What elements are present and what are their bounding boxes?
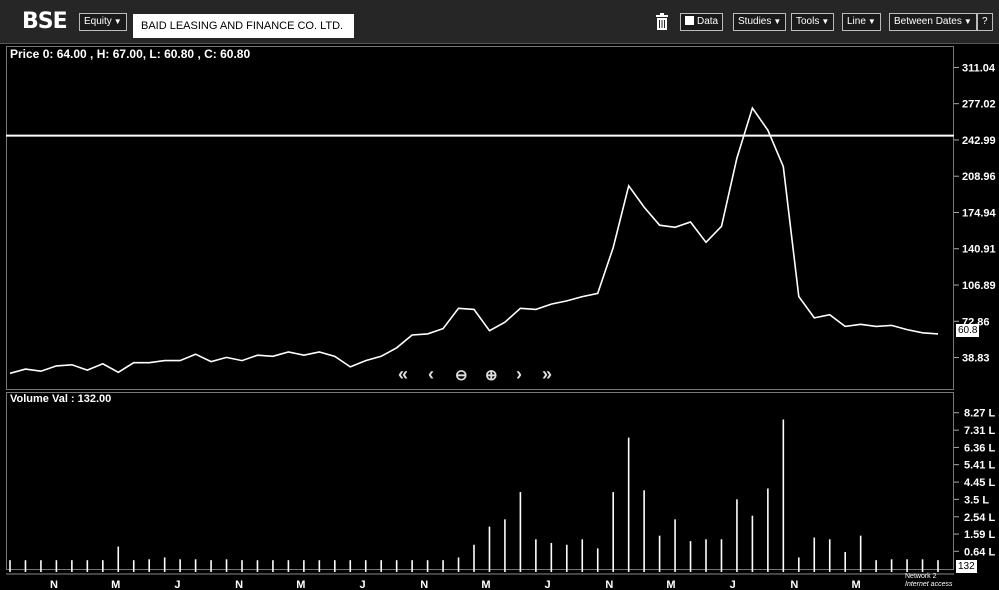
month-label: M [666, 579, 675, 590]
last-page-icon[interactable]: » [542, 364, 553, 384]
checkbox-icon [685, 16, 694, 25]
price-tick-label: 242.99 [962, 135, 996, 147]
line-dropdown[interactable]: Line ▼ [842, 13, 881, 31]
last-volume-tag: 132 [956, 560, 977, 573]
price-line [9, 106, 939, 375]
next-icon[interactable]: › [516, 364, 522, 384]
volume-tick-label: 5.41 L [964, 460, 995, 472]
volume-tick-label: 6.36 L [964, 442, 995, 454]
volume-chart-panel[interactable] [6, 392, 954, 570]
first-page-icon[interactable]: « [398, 364, 409, 384]
volume-tick-label: 8.27 L [964, 408, 995, 420]
price-tick-label: 208.96 [962, 171, 996, 183]
chevron-down-icon: ▼ [821, 17, 830, 26]
tools-dropdown[interactable]: Tools ▼ [791, 13, 835, 31]
network-line-1: Network 2 [905, 573, 937, 580]
toolbar: BSE Equity ▼ BAID LEASING AND FINANCE CO.… [0, 0, 999, 44]
bse-logo: BSE [22, 9, 68, 34]
volume-info: Volume Val : 132.00 [10, 393, 112, 405]
between-dates-dropdown[interactable]: Between Dates ▼ [889, 13, 977, 31]
studies-label: Studies [738, 16, 772, 27]
network-line-2: Internet access [905, 581, 953, 588]
company-field[interactable]: BAID LEASING AND FINANCE CO. LTD. [133, 14, 354, 38]
segment-label: Equity [84, 16, 112, 27]
last-price-tag: 60.8 [956, 324, 980, 337]
price-tick-label: 38.83 [962, 353, 990, 365]
help-button[interactable]: ? [977, 13, 993, 31]
chevron-down-icon: ▼ [963, 17, 972, 26]
month-label: M [111, 579, 120, 590]
price-tick-label: 174.94 [962, 207, 997, 219]
volume-tick-label: 3.5 L [964, 494, 989, 506]
month-label: N [235, 579, 243, 590]
volume-tick-label: 1.59 L [964, 529, 995, 541]
segment-dropdown[interactable]: Equity ▼ [79, 13, 127, 31]
price-tick-label: 277.02 [962, 99, 996, 111]
studies-dropdown[interactable]: Studies ▼ [733, 13, 787, 31]
month-label: N [420, 579, 428, 590]
month-label: J [174, 579, 180, 590]
previous-icon[interactable]: ‹ [428, 364, 434, 384]
tools-label: Tools [796, 16, 820, 27]
month-label: N [790, 579, 798, 590]
chevron-down-icon: ▼ [867, 17, 876, 26]
data-toggle[interactable]: Data [680, 13, 724, 31]
chevron-down-icon: ▼ [113, 17, 122, 26]
volume-tick-label: 4.45 L [964, 477, 995, 489]
month-label: J [359, 579, 365, 590]
zoom-in-icon[interactable]: ⊕ [485, 367, 498, 384]
data-label: Data [697, 16, 719, 27]
month-label: J [730, 579, 736, 590]
volume-tick-label: 0.64 L [964, 546, 995, 558]
network-note: Network 2 Internet access [905, 573, 952, 589]
price-chart-panel[interactable] [6, 46, 954, 390]
month-label: N [605, 579, 613, 590]
month-label: M [852, 579, 861, 590]
price-tick-label: 311.04 [962, 62, 996, 74]
month-label: J [545, 579, 551, 590]
month-label: N [50, 579, 58, 590]
chevron-down-icon: ▼ [773, 17, 782, 26]
month-label: M [481, 579, 490, 590]
price-info: Price 0: 64.00 , H: 67.00, L: 60.80 , C:… [10, 47, 251, 61]
volume-tick-label: 2.54 L [964, 512, 995, 524]
zoom-out-icon[interactable]: ⊖ [455, 367, 468, 384]
price-tick-label: 106.89 [962, 280, 996, 292]
line-label: Line [847, 16, 866, 27]
price-tick-label: 140.91 [962, 244, 996, 256]
month-label: M [296, 579, 305, 590]
between-dates-label: Between Dates [894, 16, 962, 27]
trash-icon[interactable] [654, 13, 670, 31]
volume-tick-label: 7.31 L [964, 425, 995, 437]
